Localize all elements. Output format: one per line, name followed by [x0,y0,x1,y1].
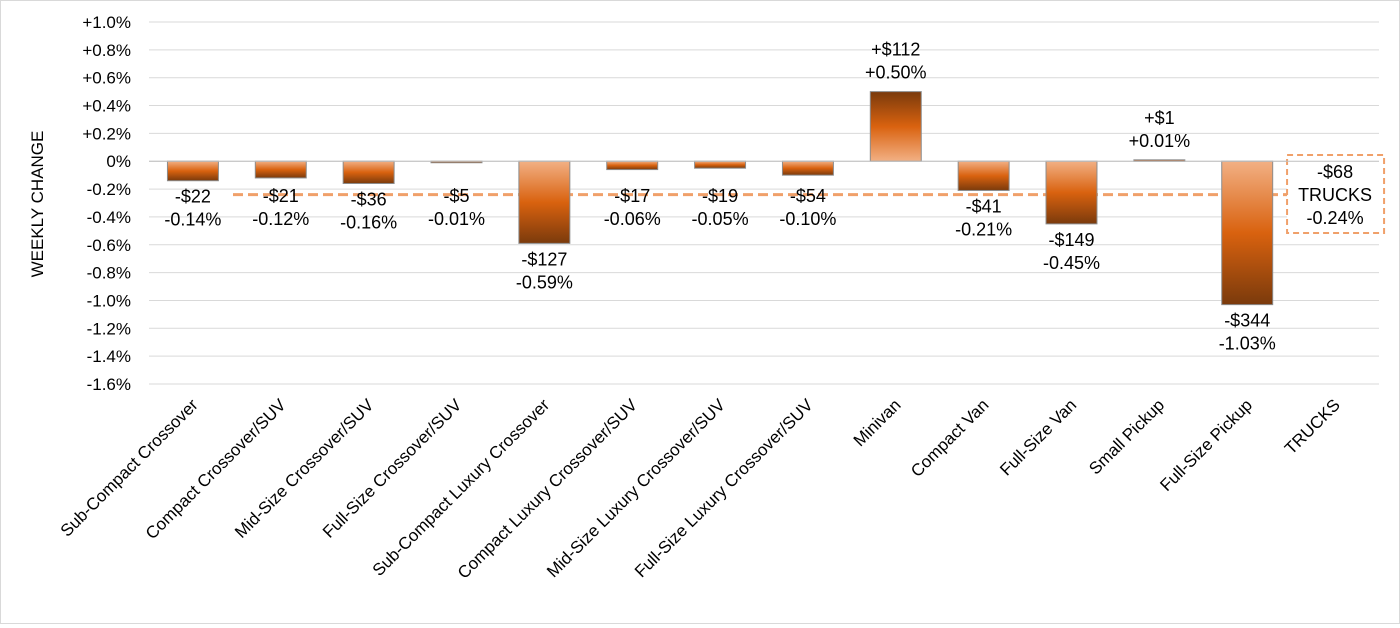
data-labels: -$22 -0.14% -$21 -0.12% -$36 -0.16% -$5 -0.01% -… [164,40,1386,354]
axes: +1.0% +0.8% +0.6% +0.4% +0.2% 0% -0.2% -0.4% -0.… [57,13,1379,583]
y-tick-label: -1.0% [87,291,131,310]
y-tick-label: -1.6% [87,375,131,394]
trucks-callout-box [1286,154,1386,234]
data-label-percent: -0.01% [428,209,485,229]
y-axis-title: WEEKLY CHANGE [28,131,47,278]
x-tick-label: Full-Size Crossover/SUV [319,395,466,542]
y-tick-label: -0.8% [87,264,131,283]
x-tick-label: Sub-Compact Luxury Crossover [369,395,554,580]
y-tick-label: -1.2% [87,319,131,338]
y-tick-label: +0.6% [82,69,131,88]
x-tick-label: Mid-Size Luxury Crossover/SUV [543,395,729,581]
gridlines [149,21,1379,385]
data-label-dollar: -$54 [790,186,826,206]
data-label-percent: -0.45% [1043,253,1100,273]
bar [957,160,1010,191]
data-label-percent: +0.50% [865,63,927,83]
bar [166,160,219,182]
data-label-dollar: +$1 [1144,108,1175,128]
y-tick-label: +0.4% [82,97,131,116]
x-tick-label: Compact Luxury Crossover/SUV [454,395,642,583]
data-label-percent: -0.10% [779,209,836,229]
data-label-dollar: -$41 [966,196,1002,216]
data-label-percent: -0.59% [516,272,573,292]
x-tick-label: TRUCKS [1281,395,1344,458]
data-label-dollar: -$5 [443,186,469,206]
y-tick-label: -0.4% [87,208,131,227]
data-label-dollar: -$21 [263,186,299,206]
data-label-dollar: -$19 [702,186,738,206]
data-label-dollar: +$112 [871,40,920,60]
y-tick-label: -0.2% [87,180,131,199]
bar [694,160,747,169]
bar [1045,160,1098,225]
y-tick-label: -0.6% [87,236,131,255]
bar [606,160,659,171]
bar [781,160,834,176]
bar [254,160,307,179]
data-label-dollar: -$344 [1224,311,1270,331]
data-label-percent: -0.14% [164,210,221,230]
trucks-callout-label: TRUCKS [1298,185,1372,205]
data-label-percent: -1.03% [1219,334,1276,354]
x-tick-label: Full-Size Luxury Crossover/SUV [631,395,817,581]
trucks-callout-label: -0.24% [1307,208,1364,228]
y-tick-label: +1.0% [82,13,131,32]
x-tick-label: Compact Van [907,395,992,480]
data-label-dollar: -$17 [614,186,650,206]
y-tick-label: +0.2% [82,124,131,143]
data-label-percent: -0.16% [340,213,397,233]
trucks-callout-label: -$68 [1317,162,1353,182]
data-label-dollar: -$22 [175,187,211,207]
x-tick-label: Mid-Size Crossover/SUV [231,395,378,542]
x-tick-label: Minivan [850,395,905,450]
data-label-percent: +0.01% [1129,131,1191,151]
y-tick-label: 0% [106,152,131,171]
data-label-dollar: -$36 [351,190,387,210]
y-tick-label: +0.8% [82,41,131,60]
data-label-percent: -0.21% [955,219,1012,239]
bar [869,91,922,162]
x-tick-label: Full-Size Van [996,395,1080,479]
x-tick-label: Full-Size Pickup [1156,395,1256,495]
y-tick-label: -1.4% [87,347,131,366]
bar [518,160,571,244]
data-label-percent: -0.05% [692,209,749,229]
data-label-percent: -0.06% [604,209,661,229]
x-tick-label: Small Pickup [1085,395,1168,478]
bar [342,160,395,185]
data-label-percent: -0.12% [252,209,309,229]
data-label-dollar: -$149 [1048,230,1094,250]
x-tick-label: Compact Crossover/SUV [142,395,290,543]
x-tick-label: Sub-Compact Crossover [57,395,202,540]
data-label-dollar: -$127 [521,249,567,269]
bar [1221,160,1274,306]
